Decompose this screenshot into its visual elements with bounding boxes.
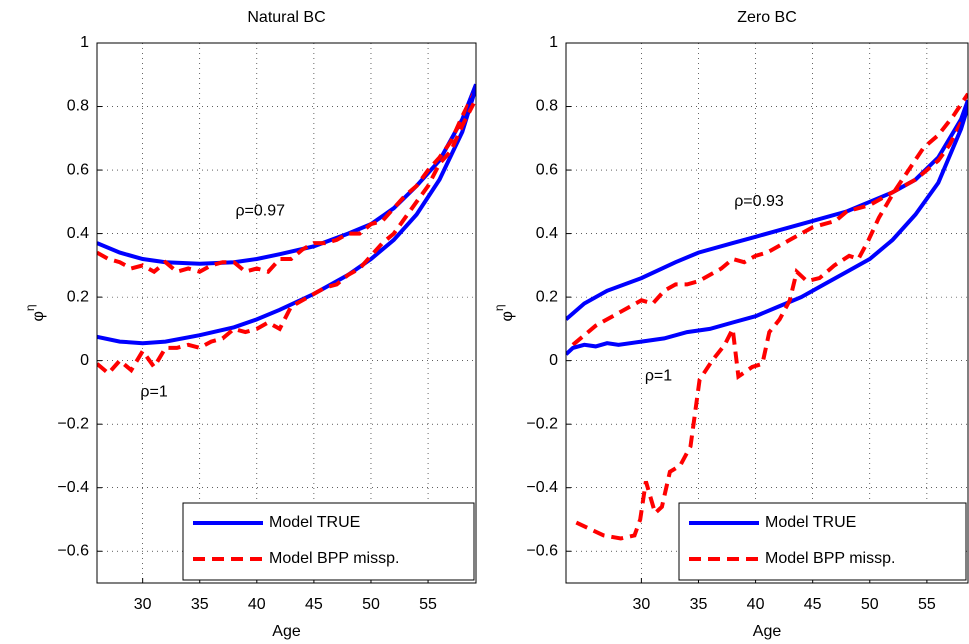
axes-box (565, 42, 969, 584)
y-tick-label: 0.8 (536, 98, 558, 115)
line-series (97, 92, 476, 275)
x-tick-label: 35 (690, 596, 708, 613)
axes-box (96, 42, 477, 584)
x-tick-label: 45 (804, 596, 822, 613)
y-tick-label: 0.2 (67, 288, 89, 305)
line-series (575, 92, 968, 541)
legend-label: Model TRUE (269, 514, 360, 531)
y-tick-label: 0.8 (67, 98, 89, 115)
x-tick-label: 35 (191, 596, 209, 613)
y-label-base: φ (499, 311, 516, 321)
x-tick-label: 55 (918, 596, 936, 613)
y-tick-label: −0.2 (526, 415, 558, 432)
y-tick-label: 0.6 (536, 161, 558, 178)
y-label-sup: η (23, 304, 37, 311)
y-tick-label: 0.4 (536, 225, 558, 242)
y-tick-label: 0 (80, 352, 89, 369)
annotation: ρ=0.93 (734, 193, 784, 210)
annotation: ρ=0.97 (235, 203, 285, 220)
y-label-sup: η (492, 304, 506, 311)
x-tick-label: 40 (248, 596, 266, 613)
y-tick-label: 0.2 (536, 288, 558, 305)
x-tick-label: 50 (362, 596, 380, 613)
x-tick-label: 30 (134, 596, 152, 613)
x-tick-label: 30 (632, 596, 650, 613)
y-tick-label: −0.4 (57, 479, 89, 496)
legend-box (182, 502, 475, 581)
annotation: ρ=1 (140, 384, 167, 401)
x-axis-label: Age (753, 623, 782, 640)
annotation: ρ=1 (645, 368, 672, 385)
legend-label: Model BPP missp. (765, 550, 895, 567)
y-tick-label: −0.6 (526, 542, 558, 559)
x-tick-label: 50 (861, 596, 879, 613)
y-tick-label: −0.2 (57, 415, 89, 432)
x-tick-label: 45 (305, 596, 323, 613)
y-tick-label: 0.6 (67, 161, 89, 178)
y-axis-label: φη (23, 304, 47, 321)
y-tick-label: 0 (549, 352, 558, 369)
x-tick-label: 55 (419, 596, 437, 613)
x-tick-label: 40 (747, 596, 765, 613)
chart-title: Zero BC (737, 9, 797, 26)
y-label-base: φ (30, 311, 47, 321)
y-tick-label: −0.4 (526, 479, 558, 496)
y-axis-label: φη (492, 304, 516, 321)
x-axis-label: Age (272, 623, 301, 640)
legend-box (678, 502, 967, 581)
y-tick-label: 1 (549, 34, 558, 51)
legend-label: Model TRUE (765, 514, 856, 531)
line-series (97, 102, 476, 377)
y-tick-label: −0.6 (57, 542, 89, 559)
y-tick-label: 0.4 (67, 225, 89, 242)
line-series (566, 105, 968, 356)
legend-label: Model BPP missp. (269, 550, 399, 567)
y-tick-label: 1 (80, 34, 89, 51)
chart-title: Natural BC (247, 9, 325, 26)
